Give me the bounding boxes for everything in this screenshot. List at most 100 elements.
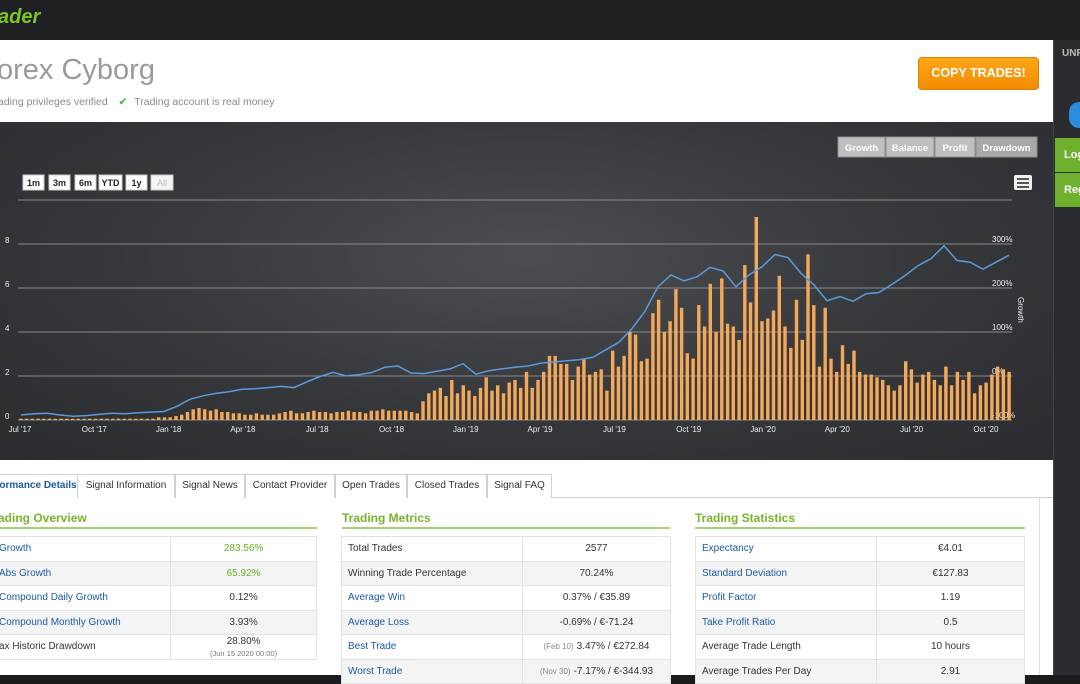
row-label[interactable]: Best Trade xyxy=(341,634,523,660)
trades-bar xyxy=(122,418,126,420)
trades-bar xyxy=(208,410,213,420)
trades-bar xyxy=(484,377,488,420)
register-button[interactable]: Reg xyxy=(1055,173,1080,207)
trades-bar xyxy=(197,408,201,420)
left-axis-tick: 2 xyxy=(5,368,10,377)
trades-bar xyxy=(817,366,822,420)
range-1m-button[interactable] xyxy=(22,174,45,191)
tab-closed-trades[interactable]: Closed Trades xyxy=(407,474,487,498)
metrics-table: Total Trades 2577 Winning Trade Percentage… xyxy=(341,536,672,684)
table-row: Average Loss -0.69% / €-71.24 xyxy=(341,609,672,635)
trades-bar xyxy=(392,410,396,420)
trades-bar xyxy=(1001,369,1006,421)
row-value: 283.56% xyxy=(170,536,317,562)
trades-bar xyxy=(220,412,224,420)
table-row: Best Trade (Feb 10) 3.47% / €272.84 xyxy=(341,634,672,660)
row-label[interactable]: Growth xyxy=(0,536,172,562)
tab-contact-provider[interactable]: Contact Provider xyxy=(245,474,335,498)
table-row: Average Win 0.37% / €35.89 xyxy=(341,585,672,611)
trades-bar xyxy=(513,379,517,420)
table-row: Worst Trade (Nov 30) -7.17% / €-344.93 xyxy=(341,658,672,684)
trades-bar xyxy=(507,382,511,420)
trades-bar xyxy=(697,305,701,420)
range-1y-button[interactable] xyxy=(125,174,148,191)
row-value-text: 0.12% xyxy=(229,592,258,604)
trades-bar xyxy=(846,363,850,420)
user-avatar-icon xyxy=(1069,102,1080,128)
site-logo[interactable]: ader xyxy=(0,6,41,28)
chart-mode-profit-button[interactable] xyxy=(934,136,976,158)
row-label[interactable]: Profit Factor xyxy=(695,585,877,611)
copy-trades-button[interactable]: COPY TRADES! xyxy=(918,57,1039,90)
tab-performance-details[interactable]: ormance Details xyxy=(0,474,78,499)
row-label[interactable]: Compound Daily Growth xyxy=(0,585,172,611)
row-label[interactable]: Average Win xyxy=(341,585,523,611)
trades-bar xyxy=(651,313,655,420)
trades-bar xyxy=(496,385,500,420)
trades-bar xyxy=(794,299,799,420)
tab-signal-faq[interactable]: Signal FAQ xyxy=(487,474,552,498)
trades-bar xyxy=(254,413,259,420)
trades-bar xyxy=(1007,371,1011,420)
row-label[interactable]: Abs Growth xyxy=(0,560,172,586)
trades-bar xyxy=(524,371,529,420)
trades-bar xyxy=(708,283,712,420)
overview-table: Growth 283.56% Abs Growth 65.92% Compound Da… xyxy=(0,536,317,660)
trades-bar xyxy=(639,361,644,420)
trades-bar xyxy=(450,379,454,420)
row-label[interactable]: Standard Deviation xyxy=(695,560,877,586)
range-6m-button[interactable] xyxy=(74,174,97,191)
row-label[interactable]: Take Profit Ratio xyxy=(695,609,877,635)
trades-bar xyxy=(714,331,718,420)
trades-bar xyxy=(777,275,781,420)
trades-bar xyxy=(237,413,241,420)
row-value-text: 65.92% xyxy=(226,567,261,579)
trades-bar xyxy=(214,409,218,420)
row-label: Total Trades xyxy=(341,536,523,562)
trades-bar xyxy=(352,412,356,420)
tab-signal-information[interactable]: Signal Information xyxy=(77,474,175,498)
row-label[interactable]: Worst Trade xyxy=(341,658,523,684)
tab-open-trades[interactable]: Open Trades xyxy=(335,474,407,498)
trades-bar xyxy=(191,409,195,420)
row-value-text: 3.93% xyxy=(229,616,258,628)
trades-bar xyxy=(289,410,293,420)
trades-bar xyxy=(967,371,971,420)
tab-signal-news[interactable]: Signal News xyxy=(175,474,245,498)
row-label[interactable]: Average Loss xyxy=(341,609,523,635)
trades-bar xyxy=(760,321,764,420)
table-row: Compound Daily Growth 0.12% xyxy=(0,585,317,611)
trades-bar xyxy=(720,278,724,420)
trades-bar xyxy=(553,355,557,420)
trades-bar xyxy=(869,374,873,420)
row-label[interactable]: Expectancy xyxy=(695,536,877,562)
trades-bar xyxy=(938,385,942,420)
table-row: Profit Factor 1.19 xyxy=(695,585,1026,611)
trades-bar xyxy=(53,418,57,420)
trades-bar xyxy=(616,366,621,420)
trades-bar xyxy=(984,382,988,420)
trades-bar xyxy=(111,418,115,420)
trades-bar xyxy=(904,361,908,420)
range-ytd-button[interactable] xyxy=(98,174,123,191)
row-value: 70.24% xyxy=(521,560,672,586)
chart-mode-drawdown-button[interactable] xyxy=(975,136,1038,158)
trades-bar xyxy=(317,412,322,420)
trades-bar xyxy=(76,418,80,420)
chart-mode-growth-button[interactable] xyxy=(837,136,886,158)
trades-bar xyxy=(139,418,144,420)
trades-bar xyxy=(812,305,816,420)
range-3m-button[interactable] xyxy=(48,174,71,191)
chart-mode-balance-button[interactable] xyxy=(885,136,935,158)
row-label[interactable]: Compound Monthly Growth xyxy=(0,609,172,635)
row-value-text: €127.83 xyxy=(932,567,969,579)
trades-bar xyxy=(886,385,891,420)
row-value: €127.83 xyxy=(875,560,1026,586)
range-all-button[interactable] xyxy=(150,174,174,191)
range-label: 1y xyxy=(131,178,141,188)
row-value-text: 2577 xyxy=(585,543,608,555)
overview-title: ading Overview xyxy=(0,511,87,525)
row-value-text: €4.01 xyxy=(937,543,963,555)
trades-bar xyxy=(294,413,299,420)
login-button[interactable]: Log xyxy=(1055,138,1080,172)
